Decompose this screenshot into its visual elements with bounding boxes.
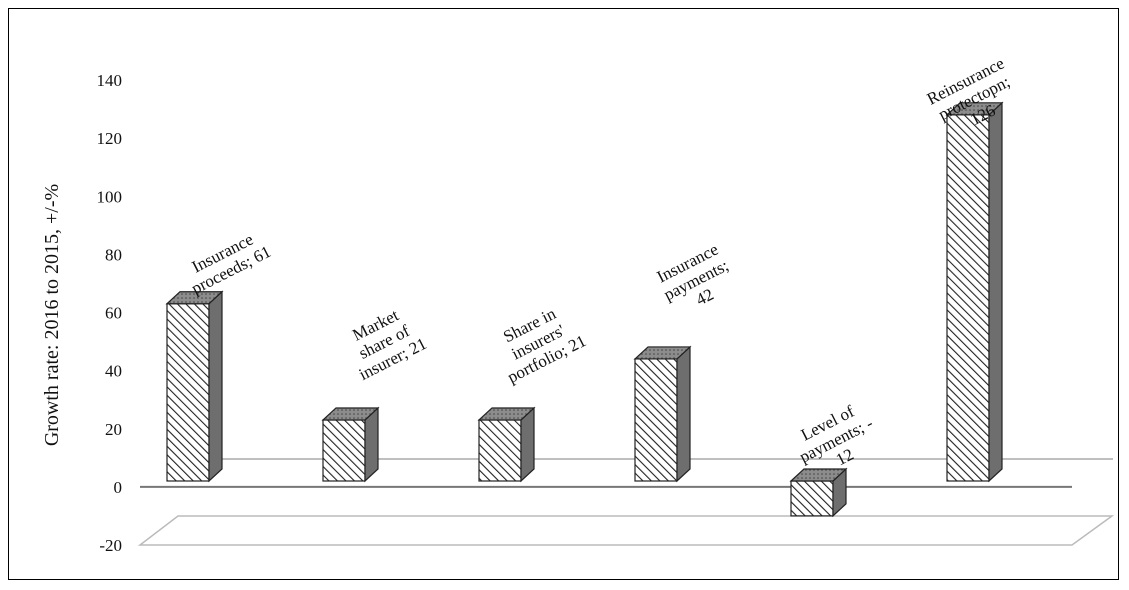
y-tick-label: 0 (114, 478, 123, 497)
bar (165, 290, 224, 483)
bar-side (988, 101, 1003, 483)
bar (945, 101, 1004, 483)
y-tick-label: 140 (97, 71, 123, 90)
data-labels: Insuranceproceeds; 61 Marketshare ofinsur… (180, 54, 1013, 470)
y-tick-label: 20 (105, 420, 122, 439)
bar-front (166, 303, 210, 482)
y-tick-label: 40 (105, 362, 122, 381)
y-tick-label: 120 (97, 129, 123, 148)
y-tick-label: 80 (105, 245, 122, 264)
bar-front (322, 419, 366, 482)
bar-top (321, 407, 380, 421)
bar-top (633, 346, 692, 360)
bar-top (477, 407, 536, 421)
bar-side (676, 345, 691, 483)
bars (165, 101, 1004, 518)
bar-front (634, 358, 678, 482)
y-axis-label: Growth rate: 2016 to 2015, +/-% (41, 184, 63, 446)
bar-front (790, 480, 834, 517)
bar (633, 345, 692, 483)
y-axis-ticks: 140 120 100 80 60 40 20 0 -20 (97, 71, 123, 555)
bar (789, 467, 848, 518)
bar-front (478, 419, 522, 482)
bar-top (789, 468, 848, 482)
y-tick-label: 100 (97, 187, 123, 206)
bar-side (208, 290, 223, 483)
bar (321, 406, 380, 483)
bar (477, 406, 536, 483)
y-tick-label: -20 (99, 536, 122, 555)
data-label: Insuranceproceeds; 61 (180, 225, 274, 298)
bar-front (946, 114, 990, 482)
bar-top (165, 291, 224, 305)
data-label: Marketshare ofinsurer; 21 (339, 300, 430, 384)
bar-top (945, 102, 1004, 116)
data-label: Share ininsurers'portfolio; 21 (487, 297, 589, 387)
y-tick-label: 60 (105, 304, 122, 323)
data-label: Insurancepayments;42 (652, 239, 740, 322)
